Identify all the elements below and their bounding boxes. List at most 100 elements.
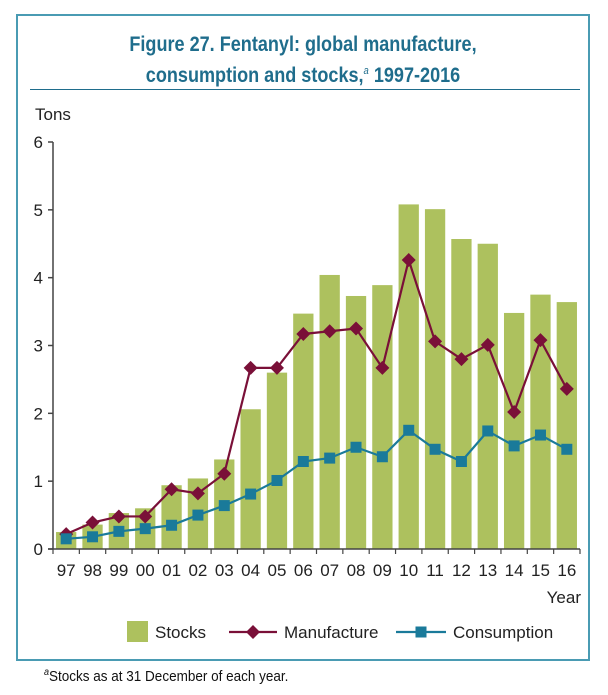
x-tick-label-11: 11 (426, 561, 444, 580)
point-manufacture-05 (269, 360, 284, 375)
point-manufacture-16 (559, 381, 574, 396)
point-consumption-97 (60, 533, 72, 545)
legend-label-consumption: Consumption (453, 623, 553, 642)
x-tick-label-06: 06 (294, 561, 313, 580)
y-tick-label-5: 5 (34, 201, 43, 220)
x-axis-label: Year (547, 588, 582, 607)
point-consumption-06 (297, 455, 309, 467)
point-manufacture-00 (138, 509, 153, 524)
x-tick-label-05: 05 (268, 561, 287, 580)
point-consumption-07 (324, 452, 336, 464)
x-tick-label-14: 14 (505, 561, 524, 580)
x-tick-label-16: 16 (557, 561, 576, 580)
y-tick-label-6: 6 (34, 133, 43, 152)
x-tick-label-99: 99 (109, 561, 128, 580)
point-consumption-13 (482, 425, 494, 437)
bar-stocks-09 (372, 285, 393, 549)
point-consumption-10 (403, 424, 415, 436)
x-tick-label-98: 98 (83, 561, 102, 580)
bar-stocks-11 (424, 209, 446, 549)
point-consumption-02 (192, 509, 204, 521)
bar-stocks-12 (451, 239, 472, 550)
point-consumption-01 (166, 519, 178, 531)
x-tick-label-00: 00 (136, 561, 155, 580)
lines-group (59, 253, 574, 545)
legend-marker-consumption (415, 626, 427, 638)
figure-frame (16, 14, 590, 661)
y-tick-label-3: 3 (34, 337, 43, 356)
y-tick-label-2: 2 (34, 404, 43, 423)
x-tick-label-01: 01 (162, 561, 181, 580)
point-consumption-00 (139, 523, 151, 535)
point-consumption-15 (534, 429, 546, 441)
x-tick-label-13: 13 (478, 561, 497, 580)
bar-stocks-06 (293, 313, 314, 549)
legend-label-stocks: Stocks (155, 623, 206, 642)
point-manufacture-07 (322, 324, 337, 339)
point-manufacture-06 (296, 326, 311, 341)
x-tick-label-04: 04 (241, 561, 260, 580)
bar-stocks-14 (503, 312, 525, 549)
point-consumption-08 (350, 441, 362, 453)
point-manufacture-12 (454, 352, 469, 367)
x-tick-label-12: 12 (452, 561, 471, 580)
point-manufacture-98 (85, 515, 100, 530)
legend-swatch-stocks (127, 621, 148, 642)
point-consumption-14 (508, 440, 520, 452)
title-divider (30, 89, 580, 90)
y-tick-label-1: 1 (34, 472, 43, 491)
legend: Stocks Manufacture Consumption (127, 621, 553, 642)
legend-marker-manufacture (246, 625, 260, 639)
chart-title: Figure 27. Fentanyl: global manufacture,… (56, 31, 550, 89)
point-manufacture-99 (111, 509, 126, 524)
point-manufacture-11 (428, 334, 443, 349)
chart-title-line2: consumption and stocks,a 1997-2016 (56, 58, 550, 89)
chart-title-line1: Figure 27. Fentanyl: global manufacture, (129, 33, 477, 56)
bar-stocks-16 (556, 302, 577, 549)
x-tick-label-07: 07 (320, 561, 339, 580)
bar-stocks-10 (398, 204, 419, 549)
point-consumption-98 (87, 531, 99, 543)
chart-title-line2-post: 1997-2016 (368, 64, 461, 87)
y-tick-label-4: 4 (34, 269, 43, 288)
point-manufacture-02 (190, 486, 205, 501)
footnote-marker: a (363, 65, 369, 77)
point-manufacture-04 (243, 360, 258, 375)
point-manufacture-13 (480, 337, 495, 352)
point-consumption-99 (113, 525, 125, 537)
point-consumption-09 (376, 451, 388, 463)
bar-stocks-07 (319, 274, 340, 549)
bar-stocks-08 (345, 295, 367, 549)
footnote-text: Stocks as at 31 December of each year. (49, 668, 289, 685)
point-consumption-03 (218, 500, 230, 512)
point-manufacture-15 (533, 333, 548, 348)
bar-stocks-05 (266, 372, 288, 549)
point-consumption-04 (245, 488, 257, 500)
bars-group (56, 204, 577, 550)
point-consumption-12 (455, 455, 467, 467)
x-tick-label-03: 03 (215, 561, 234, 580)
bar-stocks-13 (477, 243, 498, 549)
x-tick-label-97: 97 (57, 561, 76, 580)
point-consumption-05 (271, 474, 283, 486)
x-tick-label-02: 02 (188, 561, 207, 580)
footnote-marker: a (44, 667, 50, 678)
y-tick-label-0: 0 (34, 540, 43, 559)
x-tick-label-09: 09 (373, 561, 392, 580)
point-consumption-16 (561, 443, 573, 455)
x-tick-label-15: 15 (531, 561, 550, 580)
x-tick-label-10: 10 (399, 561, 418, 580)
footnote: aStocks as at 31 December of each year. (44, 667, 288, 685)
legend-label-manufacture: Manufacture (284, 623, 379, 642)
point-manufacture-09 (375, 360, 390, 375)
x-tick-label-08: 08 (347, 561, 366, 580)
point-manufacture-10 (401, 253, 416, 268)
point-manufacture-14 (507, 404, 522, 419)
point-consumption-11 (429, 443, 441, 455)
bar-stocks-01 (161, 485, 182, 549)
bar-stocks-04 (240, 409, 261, 549)
bar-stocks-15 (530, 294, 551, 549)
point-manufacture-08 (349, 321, 364, 336)
